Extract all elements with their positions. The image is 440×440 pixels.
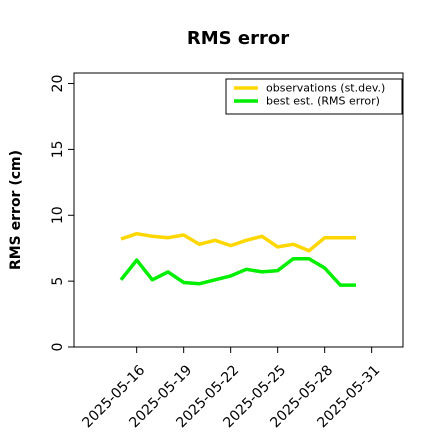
data-lines bbox=[119, 231, 356, 287]
y-tick-label: 10 bbox=[50, 206, 66, 224]
chart-title: RMS error bbox=[187, 28, 289, 49]
legend-label: observations (st.dev.) bbox=[266, 82, 385, 95]
legend-label: best est. (RMS error) bbox=[266, 95, 380, 108]
y-tick-label: 15 bbox=[50, 140, 66, 158]
series-line-observations bbox=[120, 231, 356, 253]
series-line-best-estimate bbox=[119, 256, 356, 287]
legend: observations (st.dev.)best est. (RMS err… bbox=[225, 78, 403, 115]
y-axis-label: RMS error (cm) bbox=[8, 150, 24, 270]
y-tick-label: 20 bbox=[50, 75, 66, 93]
plot-area-frame bbox=[73, 72, 404, 348]
y-tick-label: 5 bbox=[50, 277, 66, 286]
y-tick-label: 0 bbox=[50, 343, 66, 352]
y-axis-ticks: 0 5 10 15 20 bbox=[50, 75, 74, 352]
legend-box bbox=[225, 78, 403, 115]
x-axis-ticks: 2025-05-162025-05-192025-05-222025-05-25… bbox=[79, 347, 383, 431]
